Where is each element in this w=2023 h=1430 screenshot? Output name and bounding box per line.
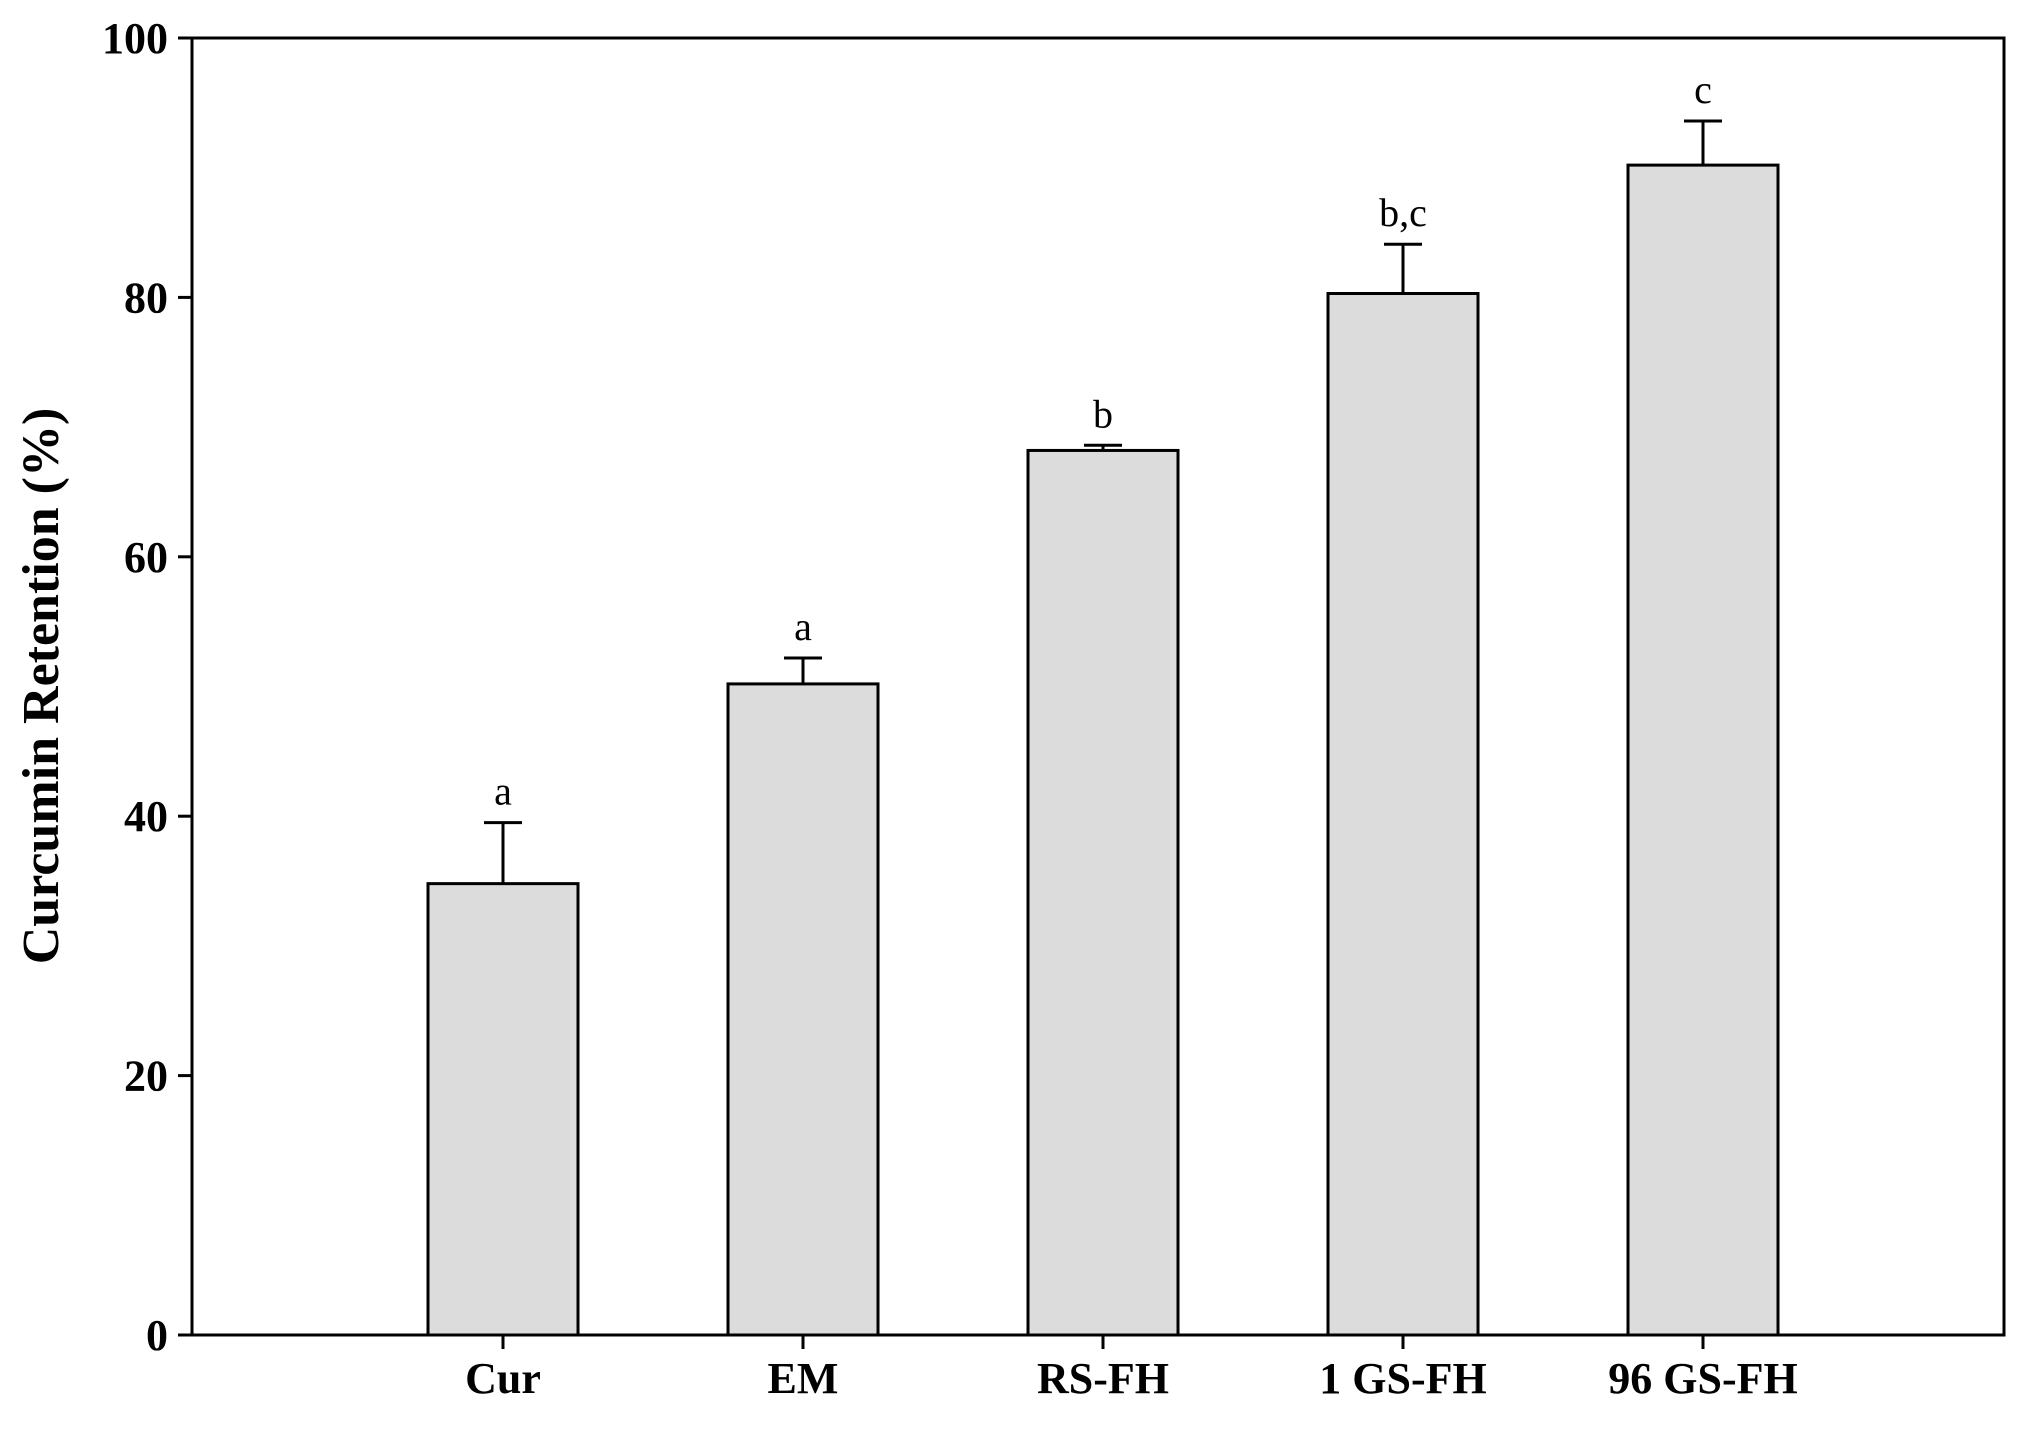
y-tick-label: 100 [102,14,168,63]
y-axis: 0 20 40 60 80 100 [102,14,192,1360]
bars-group: a a b b,c c [426,67,1780,1337]
significance-label: c [1694,67,1712,112]
y-tick-label: 20 [124,1052,168,1101]
bar-1-gs-fh [1326,292,1480,1337]
x-tick-label: 1 GS-FH [1319,1354,1486,1403]
y-tick-label: 60 [124,533,168,582]
x-tick-label: 96 GS-FH [1608,1354,1797,1403]
x-axis: Cur EM RS-FH 1 GS-FH 96 GS-FH [465,1335,1798,1403]
bar-cur [426,882,580,1337]
bar-em [726,682,880,1337]
y-tick-label: 0 [146,1311,168,1360]
significance-label: a [494,769,512,814]
significance-label: b [1093,391,1113,436]
significance-label: b,c [1379,190,1427,235]
x-tick-label: EM [768,1354,839,1403]
y-tick-label: 80 [124,273,168,322]
y-axis-title: Curcumin Retention (%) [13,408,70,965]
bar-96-gs-fh [1626,163,1780,1337]
x-tick-label: Cur [465,1354,541,1403]
bar-rs-fh [1026,448,1180,1337]
significance-label: a [794,604,812,649]
x-tick-label: RS-FH [1037,1354,1169,1403]
y-tick-label: 40 [124,792,168,841]
